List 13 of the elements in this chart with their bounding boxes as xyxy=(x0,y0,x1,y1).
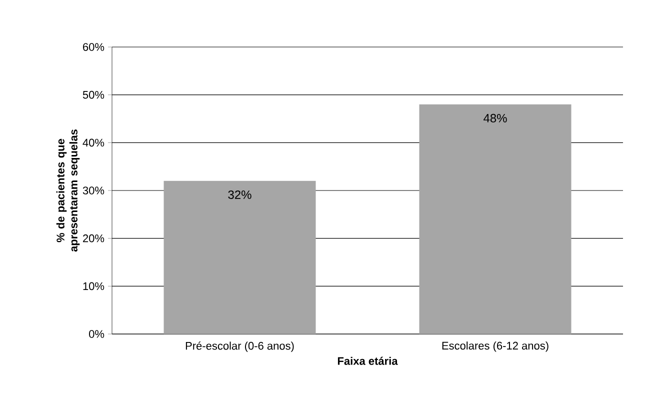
x-axis-title: Faixa etária xyxy=(338,356,398,365)
y-tick-label: 60% xyxy=(83,43,104,51)
y-tick-label: 20% xyxy=(83,234,104,242)
y-tick-label: 10% xyxy=(83,282,104,290)
data-label: 32% xyxy=(228,190,252,199)
y-tick-label: 50% xyxy=(82,90,104,99)
y-axis-title: % de pacientes que apresentaram sequelas xyxy=(56,130,80,252)
x-tick-label: Pré-escolar (0-6 anos) xyxy=(186,342,294,352)
y-tick-label: 30% xyxy=(82,186,104,194)
x-tick-label: Escolares (6-12 anos) xyxy=(442,342,548,352)
y-tick-label: 40% xyxy=(82,138,104,147)
data-label: 48% xyxy=(484,114,507,122)
y-tick-label: 0% xyxy=(89,330,104,338)
